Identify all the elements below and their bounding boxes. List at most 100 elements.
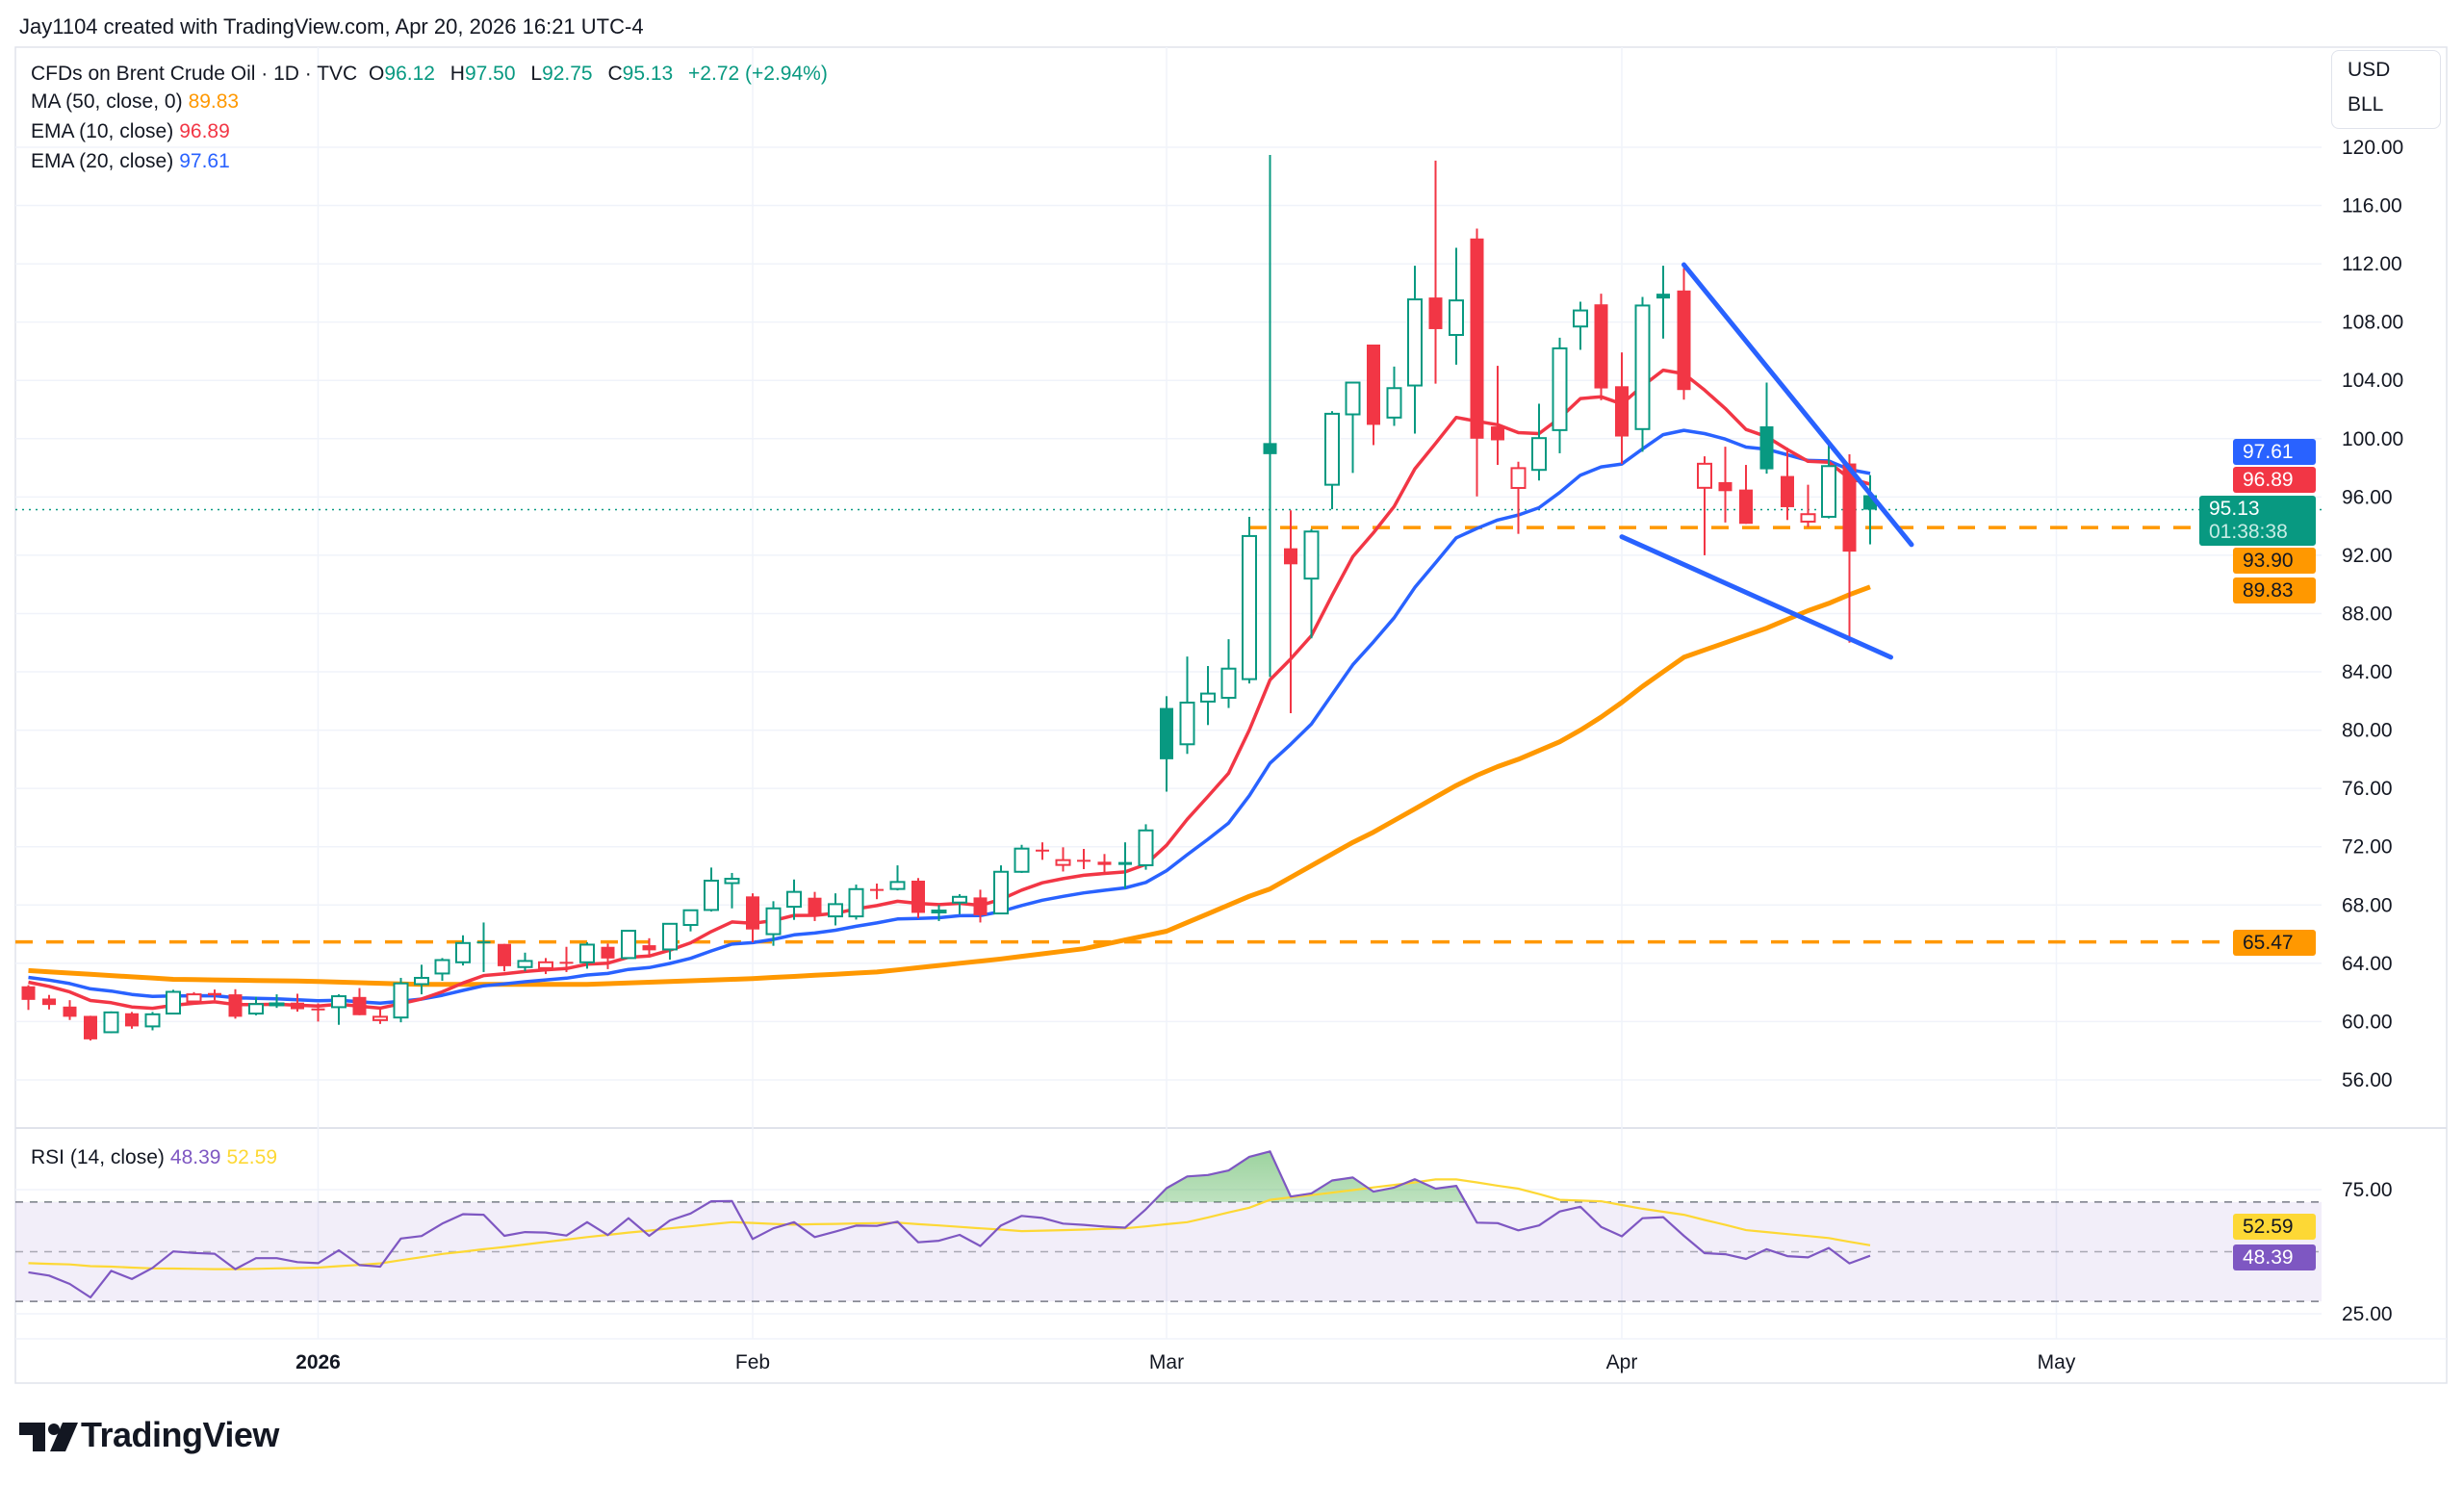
candle: [1263, 155, 1277, 678]
candle: [848, 885, 864, 920]
candle-body: [352, 996, 367, 1015]
candle: [1821, 442, 1836, 519]
candle-body: [63, 1006, 77, 1017]
rsi-ma-value: 52.59: [226, 1146, 278, 1168]
main-plot[interactable]: [15, 155, 2322, 1041]
tradingview-logo-text[interactable]: TradingView: [81, 1415, 279, 1454]
ma50-label[interactable]: MA (50, close, 0): [31, 90, 183, 113]
candle-body: [1200, 692, 1216, 703]
candle-body: [1573, 309, 1588, 328]
candle: [352, 988, 367, 1015]
candle: [1552, 337, 1568, 453]
ema10-label[interactable]: EMA (10, close): [31, 120, 174, 142]
ema10-line: [28, 368, 1871, 1011]
candle: [228, 988, 243, 1019]
candle-body: [1220, 667, 1237, 699]
tradingview-logo-mark: [19, 1423, 78, 1451]
unit-label[interactable]: BLL: [2348, 93, 2384, 115]
rsi-tick-label: 75.00: [2342, 1179, 2393, 1201]
candle-body: [1531, 437, 1547, 472]
candle: [125, 1012, 139, 1029]
candle-body: [455, 941, 471, 963]
time-tick-label: Mar: [1149, 1351, 1184, 1373]
candle-body: [952, 895, 967, 904]
candle: [1303, 528, 1320, 639]
candle: [1615, 352, 1629, 464]
candle: [1055, 847, 1071, 872]
candle: [1634, 296, 1651, 452]
symbol-name[interactable]: CFDs on Brent Crude Oil · 1D · TVC: [31, 63, 358, 85]
currency-label[interactable]: USD: [2348, 59, 2391, 81]
candle-body: [1656, 294, 1670, 299]
candle: [331, 994, 346, 1025]
rsi-ma-badge: 52.59: [2233, 1214, 2316, 1240]
candle: [1677, 268, 1691, 400]
candle: [455, 935, 471, 966]
candle-body: [1014, 847, 1030, 873]
price-tick-label: 96.00: [2342, 486, 2393, 508]
rsi-legend[interactable]: RSI (14, close) 48.39 52.59: [31, 1145, 283, 1170]
rsi-band-background: [15, 1201, 2322, 1302]
rsi-label[interactable]: RSI (14, close): [31, 1146, 165, 1168]
ma50-value: 89.83: [188, 90, 240, 113]
candle: [372, 1008, 388, 1024]
price-tick-label: 64.00: [2342, 953, 2393, 975]
candle: [476, 922, 491, 972]
candle: [1449, 247, 1464, 365]
low-value: 92.75: [542, 63, 593, 85]
candle-body: [746, 896, 759, 930]
candle-body: [125, 1013, 139, 1027]
price-tick-label: 120.00: [2342, 137, 2403, 159]
candle: [248, 996, 264, 1015]
candle: [1160, 696, 1173, 792]
candle-body: [393, 982, 409, 1019]
rsi-pane[interactable]: [15, 1150, 2322, 1315]
candle-body: [311, 1008, 325, 1011]
ema20-label[interactable]: EMA (20, close): [31, 150, 174, 172]
candle-body: [372, 1015, 388, 1021]
ema10-price-badge: 96.89: [2233, 467, 2316, 493]
candle-body: [1781, 475, 1794, 507]
candle: [1739, 465, 1753, 525]
candle-body: [1552, 346, 1568, 431]
price-tick-label: 68.00: [2342, 894, 2393, 916]
ema20-legend[interactable]: EMA (20, close) 97.61: [31, 149, 236, 174]
ema10-legend[interactable]: EMA (10, close) 96.89: [31, 119, 236, 144]
candle: [1697, 456, 1712, 555]
rsi-value: 48.39: [169, 1146, 221, 1168]
candle-body: [1842, 463, 1857, 552]
candle: [1179, 656, 1195, 755]
candle-body: [1242, 534, 1257, 680]
candle-body: [434, 959, 450, 975]
last-price: 95.13: [2209, 498, 2260, 520]
candle: [808, 891, 822, 921]
candle: [1077, 848, 1091, 870]
candle-body: [1428, 297, 1443, 329]
candle: [1242, 516, 1257, 684]
ma50-legend[interactable]: MA (50, close, 0) 89.83: [31, 90, 244, 115]
candle: [103, 1011, 119, 1034]
candle-body: [517, 960, 533, 968]
candle-body: [1407, 298, 1423, 387]
candle: [434, 958, 450, 982]
candle-body: [1491, 426, 1504, 441]
symbol-legend[interactable]: CFDs on Brent Crude Oil · 1D · TVC O96.1…: [31, 62, 834, 87]
candle: [993, 865, 1009, 915]
candle-body: [870, 888, 884, 891]
candle-body: [84, 1015, 97, 1039]
candle-body: [682, 909, 699, 927]
candle: [662, 922, 678, 961]
candle: [579, 942, 595, 969]
candle: [1842, 453, 1857, 643]
candle: [952, 894, 967, 914]
candle: [1531, 403, 1547, 481]
candle-body: [1367, 344, 1380, 425]
candle: [1781, 448, 1794, 521]
candle-body: [1179, 701, 1195, 746]
candle: [911, 878, 925, 918]
chart-frame: [14, 46, 2448, 1384]
currency-unit-selector[interactable]: USD BLL: [2331, 50, 2441, 129]
candle: [682, 909, 699, 932]
candle: [828, 893, 843, 926]
